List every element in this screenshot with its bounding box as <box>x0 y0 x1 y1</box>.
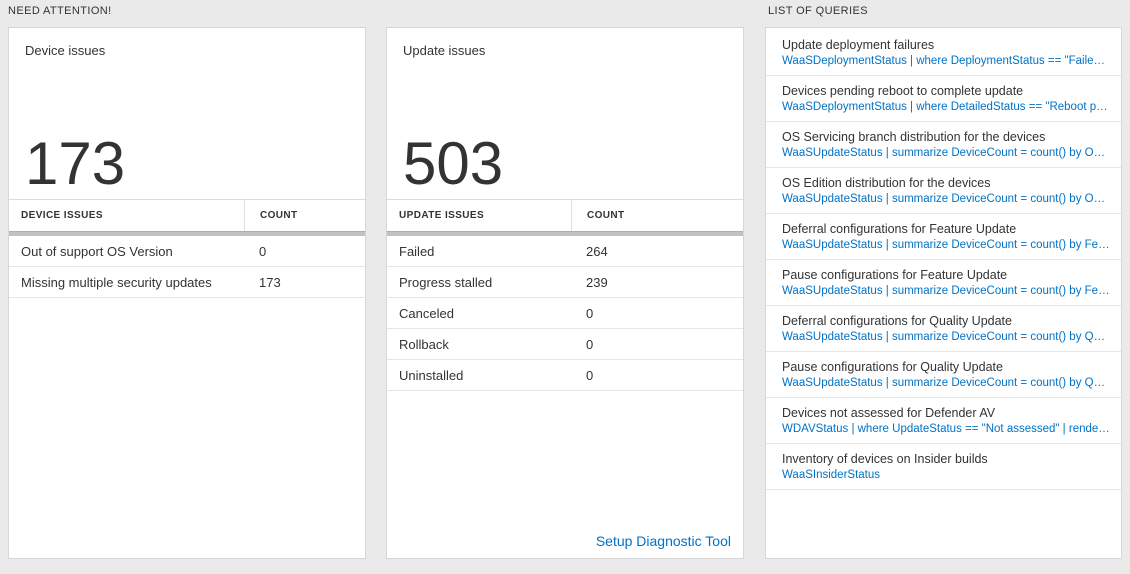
row-count: 0 <box>259 243 267 259</box>
row-label: Missing multiple security updates <box>21 274 212 290</box>
column-header-update-issues: UPDATE ISSUES <box>399 210 485 221</box>
table-row[interactable]: Rollback 0 <box>387 329 743 360</box>
query-list-item[interactable]: OS Edition distribution for the devices … <box>766 168 1121 214</box>
query-list-item[interactable]: Pause configurations for Quality Update … <box>766 352 1121 398</box>
query-link[interactable]: WaaSInsiderStatus <box>782 469 881 481</box>
row-count: 0 <box>586 336 594 352</box>
setup-diagnostic-tool-link[interactable]: Setup Diagnostic Tool <box>595 533 731 549</box>
update-issues-tile[interactable]: Update issues 503 <box>387 28 743 200</box>
query-title: Update deployment failures <box>782 38 935 52</box>
query-title: OS Servicing branch distribution for the… <box>782 130 1046 144</box>
row-label: Rollback <box>399 336 449 352</box>
device-issues-card: Device issues 173 DEVICE ISSUES COUNT Ou… <box>8 27 366 559</box>
query-list-item[interactable]: Deferral configurations for Quality Upda… <box>766 306 1121 352</box>
row-label: Canceled <box>399 305 454 321</box>
column-header-device-issues: DEVICE ISSUES <box>21 210 103 221</box>
table-row[interactable]: Failed 264 <box>387 236 743 267</box>
query-list-item[interactable]: Devices not assessed for Defender AV WDA… <box>766 398 1121 444</box>
query-title: Pause configurations for Feature Update <box>782 268 1008 282</box>
query-link[interactable]: WaaSDeploymentStatus | where DetailedSta… <box>782 101 1111 113</box>
table-row[interactable]: Missing multiple security updates 173 <box>9 267 365 298</box>
query-link[interactable]: WDAVStatus | where UpdateStatus == "Not … <box>782 423 1111 435</box>
row-label: Failed <box>399 243 435 259</box>
table-row[interactable]: Canceled 0 <box>387 298 743 329</box>
query-list-item[interactable]: Pause configurations for Feature Update … <box>766 260 1121 306</box>
update-issues-big-count: 503 <box>403 130 504 197</box>
update-issues-table-header: UPDATE ISSUES COUNT <box>387 200 743 231</box>
update-issues-card: Update issues 503 UPDATE ISSUES COUNT Fa… <box>386 27 744 559</box>
query-link[interactable]: WaaSUpdateStatus | summarize DeviceCount… <box>782 239 1111 251</box>
query-list-item[interactable]: Inventory of devices on Insider builds W… <box>766 444 1121 490</box>
query-list-item[interactable]: Devices pending reboot to complete updat… <box>766 76 1121 122</box>
column-header-count: COUNT <box>244 200 365 231</box>
table-header-divider <box>9 231 365 236</box>
query-title: Devices not assessed for Defender AV <box>782 406 996 420</box>
row-count: 0 <box>586 367 594 383</box>
column-header-count: COUNT <box>571 200 743 231</box>
table-row[interactable]: Out of support OS Version 0 <box>9 236 365 267</box>
query-list: Update deployment failures WaaSDeploymen… <box>766 28 1121 490</box>
query-link[interactable]: WaaSUpdateStatus | summarize DeviceCount… <box>782 377 1111 389</box>
row-count: 239 <box>586 274 608 290</box>
row-count: 264 <box>586 243 608 259</box>
query-title: Devices pending reboot to complete updat… <box>782 84 1024 98</box>
update-issues-title: Update issues <box>403 43 486 58</box>
list-of-queries-header: LIST OF QUERIES <box>768 5 868 17</box>
query-title: Inventory of devices on Insider builds <box>782 452 988 466</box>
row-label: Uninstalled <box>399 367 464 383</box>
row-label: Out of support OS Version <box>21 243 173 259</box>
device-issues-big-count: 173 <box>25 130 126 197</box>
query-list-item[interactable]: Update deployment failures WaaSDeploymen… <box>766 30 1121 76</box>
device-issues-tile[interactable]: Device issues 173 <box>9 28 365 200</box>
query-link[interactable]: WaaSUpdateStatus | summarize DeviceCount… <box>782 147 1111 159</box>
list-of-queries-card: Update deployment failures WaaSDeploymen… <box>765 27 1122 559</box>
query-title: Deferral configurations for Feature Upda… <box>782 222 1017 236</box>
query-link[interactable]: WaaSUpdateStatus | summarize DeviceCount… <box>782 331 1111 343</box>
device-issues-title: Device issues <box>25 43 106 58</box>
row-count: 0 <box>586 305 594 321</box>
need-attention-header: NEED ATTENTION! <box>8 5 112 17</box>
query-title: OS Edition distribution for the devices <box>782 176 991 190</box>
row-count: 173 <box>259 274 281 290</box>
table-header-divider <box>387 231 743 236</box>
query-list-item[interactable]: OS Servicing branch distribution for the… <box>766 122 1121 168</box>
query-link[interactable]: WaaSUpdateStatus | summarize DeviceCount… <box>782 193 1111 205</box>
query-link[interactable]: WaaSDeploymentStatus | where DeploymentS… <box>782 55 1111 67</box>
query-list-item[interactable]: Deferral configurations for Feature Upda… <box>766 214 1121 260</box>
row-label: Progress stalled <box>399 274 493 290</box>
device-issues-table-header: DEVICE ISSUES COUNT <box>9 200 365 231</box>
query-title: Deferral configurations for Quality Upda… <box>782 314 1012 328</box>
query-title: Pause configurations for Quality Update <box>782 360 1003 374</box>
table-row[interactable]: Uninstalled 0 <box>387 360 743 391</box>
table-row[interactable]: Progress stalled 239 <box>387 267 743 298</box>
query-link[interactable]: WaaSUpdateStatus | summarize DeviceCount… <box>782 285 1111 297</box>
